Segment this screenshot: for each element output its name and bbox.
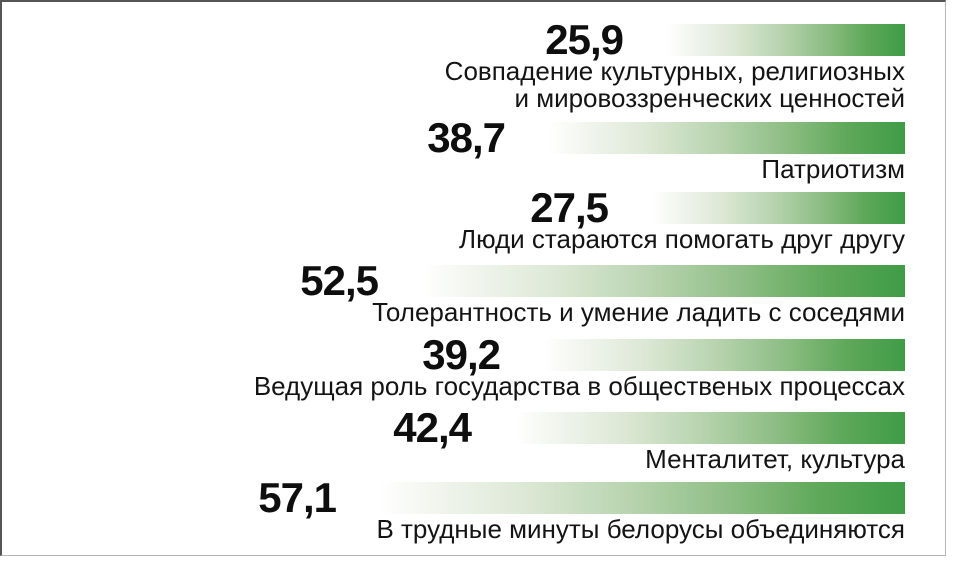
bar-row: 42,4 Менталитет, культура xyxy=(2,404,905,473)
bar-line: 42,4 xyxy=(2,404,905,451)
value-label: 39,2 xyxy=(422,331,501,378)
chart-frame: 25,9 Совпадение культурных, религиозных и… xyxy=(0,0,946,556)
bar-line: 52,5 xyxy=(2,257,905,304)
bar-line: 57,1 xyxy=(2,474,905,521)
value-label: 27,5 xyxy=(530,184,609,231)
value-bar xyxy=(544,339,905,371)
value-bar xyxy=(515,412,905,444)
category-label: Ведущая роль государства в общественых п… xyxy=(2,373,905,400)
category-label-line: Совпадение культурных, религиозных xyxy=(444,56,905,86)
value-label: 57,1 xyxy=(258,474,337,521)
category-label-line: Люди стараются помогать друг другу xyxy=(459,224,905,254)
category-label: Совпадение культурных, религиозных и миро… xyxy=(2,58,905,112)
bar-row: 52,5 Толерантность и умение ладить с сос… xyxy=(2,257,905,326)
category-label: В трудные минуты белорусы объединяются xyxy=(2,516,905,543)
bar-row: 25,9 Совпадение культурных, религиозных и… xyxy=(2,16,905,112)
bar-row: 57,1 В трудные минуты белорусы объединяю… xyxy=(2,474,905,543)
category-label-line: Менталитет, культура xyxy=(645,444,905,474)
bar-line: 38,7 xyxy=(2,114,905,161)
value-bar xyxy=(667,24,905,56)
bar-row: 39,2 Ведущая роль государства в обществе… xyxy=(2,331,905,400)
bar-line: 39,2 xyxy=(2,331,905,378)
category-label: Менталитет, культура xyxy=(2,446,905,473)
category-label: Патриотизм xyxy=(2,156,905,183)
value-label: 25,9 xyxy=(545,16,624,63)
value-bar xyxy=(422,265,905,297)
value-bar xyxy=(380,482,905,514)
bar-row: 38,7 Патриотизм xyxy=(2,114,905,183)
value-bar xyxy=(549,122,905,154)
bar-row: 27,5 Люди стараются помогать друг другу xyxy=(2,184,905,253)
category-label: Люди стараются помогать друг другу xyxy=(2,226,905,253)
category-label-line: Патриотизм xyxy=(761,154,905,184)
value-label: 42,4 xyxy=(393,404,472,451)
category-label-line: и мировоззренческих ценностей xyxy=(514,83,905,113)
category-label-line: Ведущая роль государства в общественых п… xyxy=(253,371,905,401)
bar-line: 27,5 xyxy=(2,184,905,231)
category-label-line: В трудные минуты белорусы объединяются xyxy=(376,514,905,544)
category-label-line: Толерантность и умение ладить с соседями xyxy=(372,297,905,327)
value-bar xyxy=(652,192,905,224)
category-label: Толерантность и умение ладить с соседями xyxy=(2,299,905,326)
value-label: 52,5 xyxy=(300,257,379,304)
bar-line: 25,9 xyxy=(2,16,905,63)
value-label: 38,7 xyxy=(427,114,506,161)
